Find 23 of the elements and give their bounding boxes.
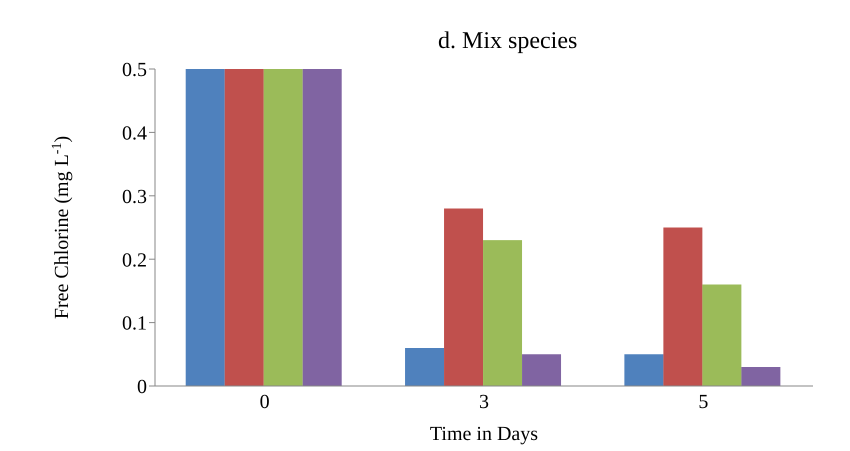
y-tick-label: 0.1 [122,312,147,335]
bar [444,208,484,386]
y-tick-label: 0 [137,376,147,398]
bar [483,240,522,386]
y-tick-label: 0.3 [122,186,147,208]
bar [522,354,562,386]
bar [186,69,225,386]
x-axis-title: Time in Days [430,423,538,445]
y-tick-label: 0.2 [122,249,147,272]
chart-title: d. Mix species [438,28,578,55]
bar [302,69,342,386]
bar [264,69,303,386]
x-tick-label: 5 [698,391,708,414]
x-tick-label: 0 [260,391,270,414]
x-tick-label: 3 [479,391,489,414]
bar [624,354,664,386]
bar [405,348,444,386]
bar [741,366,780,386]
bar [224,69,264,386]
bar [663,228,702,386]
y-tick-label: 0.5 [122,59,147,82]
y-tick-label: 0.4 [122,122,147,144]
bar [702,284,742,386]
